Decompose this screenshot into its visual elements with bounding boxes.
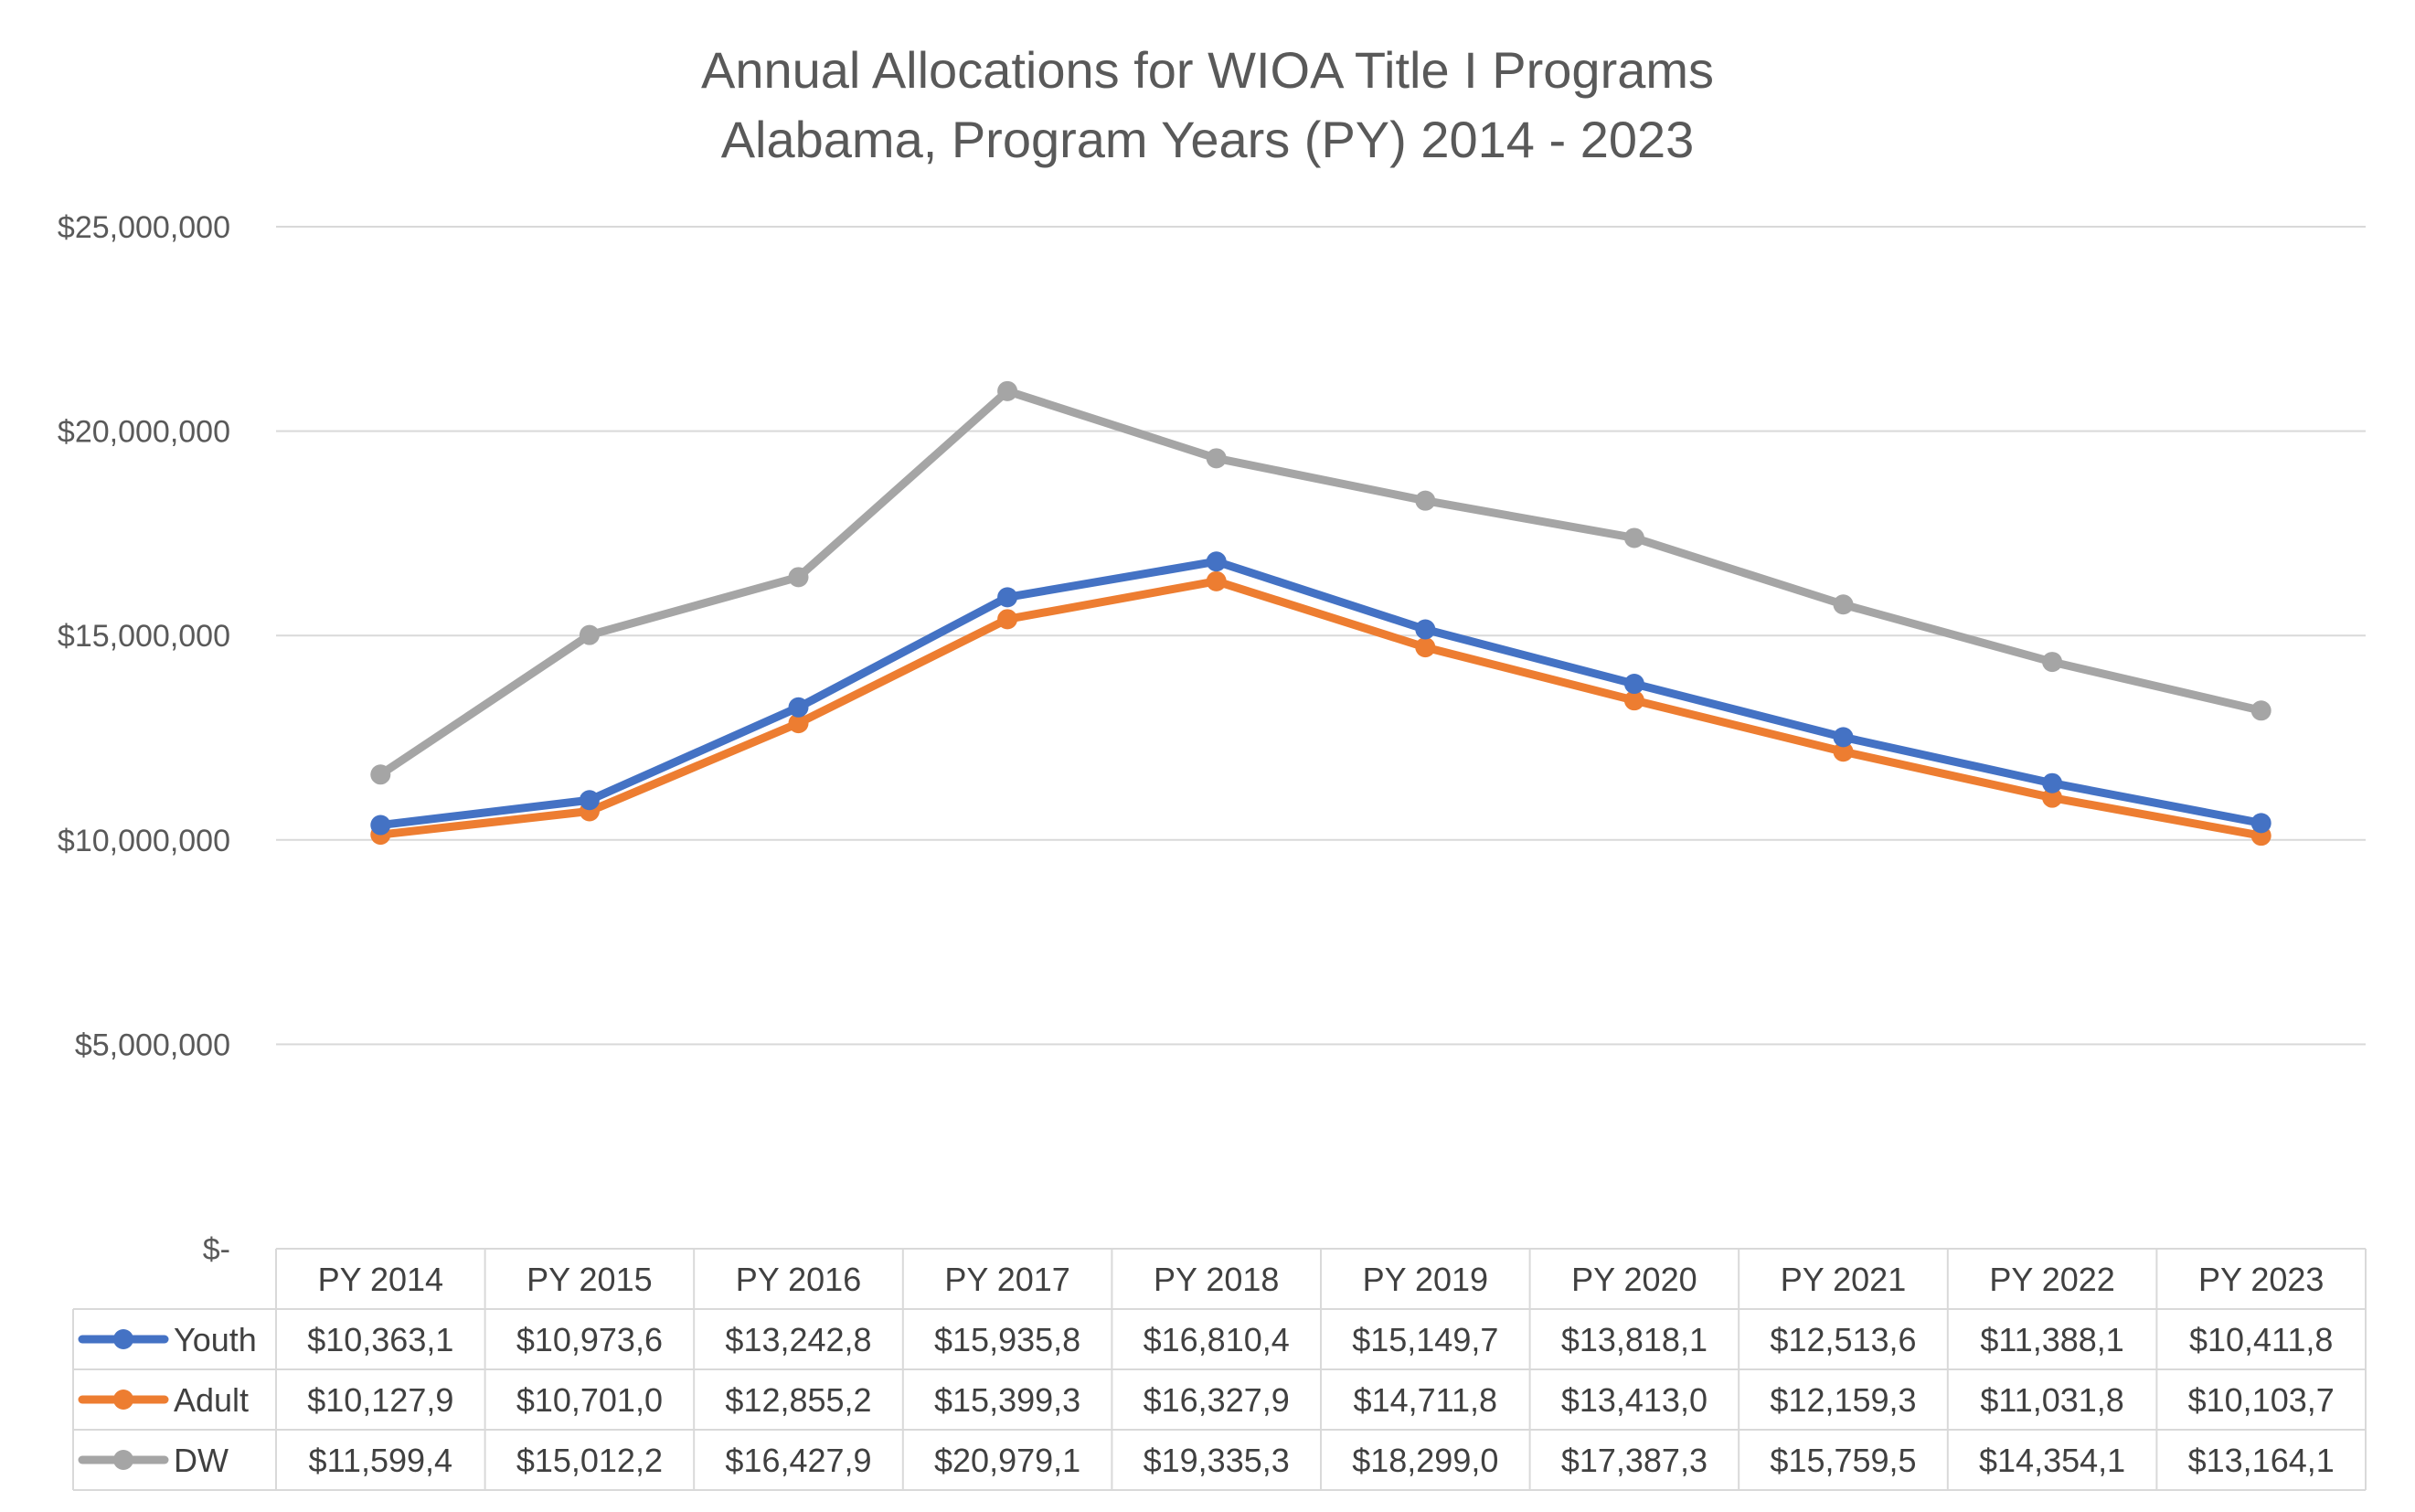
y-tick-label: $- — [203, 1232, 230, 1267]
legend-label: Youth — [174, 1321, 257, 1358]
data-point-adult — [2042, 787, 2063, 808]
table-cell-value: $15,399,3 — [934, 1381, 1080, 1419]
data-point-youth — [997, 587, 1018, 608]
data-point-dw — [1833, 594, 1854, 615]
table-cell-value: $10,411,8 — [2189, 1321, 2333, 1358]
legend-key-marker — [113, 1329, 133, 1349]
data-point-adult — [788, 713, 809, 734]
table-cell-value: $17,387,3 — [1561, 1442, 1708, 1479]
x-tick-label: PY 2015 — [527, 1261, 652, 1298]
data-point-youth — [788, 697, 809, 718]
x-tick-label: PY 2022 — [1989, 1261, 2114, 1298]
data-point-adult — [1415, 637, 1436, 658]
data-point-adult — [1206, 570, 1227, 591]
data-point-youth — [1623, 674, 1644, 695]
table-cell-value: $20,979,1 — [934, 1442, 1080, 1479]
data-point-dw — [370, 764, 391, 785]
table-cell-value: $14,354,1 — [1979, 1442, 2125, 1479]
data-point-adult — [997, 609, 1018, 630]
table-cell-value: $13,164,1 — [2188, 1442, 2335, 1479]
y-axis-ticks: $- $5,000,000 $10,000,000 $15,000,000 $20,00… — [58, 210, 230, 1267]
data-point-youth — [1415, 619, 1436, 640]
legend-key-marker — [113, 1390, 133, 1410]
series-lines — [370, 380, 2271, 847]
data-point-dw — [997, 380, 1018, 401]
data-point-youth — [2042, 772, 2063, 793]
x-tick-label: PY 2016 — [736, 1261, 861, 1298]
chart-subtitle: Alabama, Program Years (PY) 2014 - 2023 — [721, 111, 1695, 168]
table-cell-value: $16,427,9 — [725, 1442, 871, 1479]
y-tick-label: $15,000,000 — [58, 619, 230, 654]
chart-title: Annual Allocations for WIOA Title I Prog… — [701, 41, 1714, 99]
data-point-youth — [370, 815, 391, 836]
data-point-youth — [1206, 551, 1227, 572]
x-tick-label: PY 2021 — [1781, 1261, 1906, 1298]
x-tick-label: PY 2017 — [944, 1261, 1069, 1298]
data-point-dw — [2250, 700, 2271, 721]
table-cell-value: $10,701,0 — [516, 1381, 663, 1419]
data-table: PY 2014 PY 2015 PY 2016 PY 2017 PY 2018 PY 20… — [72, 1248, 2367, 1491]
table-cell-value: $13,413,0 — [1561, 1381, 1708, 1419]
x-tick-label: PY 2018 — [1154, 1261, 1279, 1298]
data-point-youth — [2250, 813, 2271, 834]
table-cell-value: $16,810,4 — [1144, 1321, 1290, 1358]
table-cell-value: $15,149,7 — [1352, 1321, 1498, 1358]
y-tick-label: $20,000,000 — [58, 415, 230, 450]
y-tick-label: $5,000,000 — [75, 1028, 230, 1062]
table-cell-value: $15,935,8 — [934, 1321, 1080, 1358]
legend-label: Adult — [174, 1381, 249, 1419]
table-cell-value: $12,159,3 — [1770, 1381, 1916, 1419]
series-line-youth — [376, 557, 2266, 830]
x-tick-label: PY 2014 — [318, 1261, 443, 1298]
x-tick-label: PY 2019 — [1363, 1261, 1488, 1298]
series-line-adult — [376, 577, 2266, 840]
table-cell-value: $13,242,8 — [725, 1321, 871, 1358]
table-cell-value: $12,855,2 — [725, 1381, 871, 1419]
legend-label: DW — [174, 1442, 229, 1479]
legend-key-marker — [113, 1450, 133, 1470]
table-cell-value: $19,335,3 — [1144, 1442, 1290, 1479]
x-tick-label: PY 2020 — [1571, 1261, 1697, 1298]
series-line-dw — [376, 387, 2266, 779]
y-tick-label: $25,000,000 — [58, 210, 230, 245]
table-cell-value: $10,973,6 — [516, 1321, 663, 1358]
data-point-youth — [1833, 727, 1854, 748]
y-tick-label: $10,000,000 — [58, 824, 230, 858]
data-point-dw — [1415, 490, 1436, 511]
table-cell-value: $14,711,8 — [1354, 1381, 1497, 1419]
table-cell-value: $10,363,1 — [307, 1321, 453, 1358]
table-cell-value: $15,759,5 — [1770, 1442, 1916, 1479]
table-cell-value: $10,127,9 — [307, 1381, 453, 1419]
table-cell-value: $16,327,9 — [1144, 1381, 1290, 1419]
data-point-youth — [579, 790, 600, 811]
x-tick-label: PY 2023 — [2198, 1261, 2324, 1298]
data-point-dw — [788, 567, 809, 588]
table-cell-value: $12,513,6 — [1770, 1321, 1916, 1358]
gridlines — [276, 226, 2366, 1046]
table-cell-value: $11,599,4 — [309, 1442, 452, 1479]
table-cell-value: $13,818,1 — [1561, 1321, 1708, 1358]
data-point-adult — [1833, 741, 1854, 762]
data-point-dw — [1206, 448, 1227, 469]
table-cell-value: $11,388,1 — [1980, 1321, 2123, 1358]
data-point-adult — [1623, 690, 1644, 711]
data-point-dw — [2042, 652, 2063, 673]
table-cell-value: $15,012,2 — [516, 1442, 663, 1479]
data-point-dw — [1623, 527, 1644, 548]
table-cell-value: $10,103,7 — [2188, 1381, 2335, 1419]
table-cell-value: $18,299,0 — [1352, 1442, 1498, 1479]
table-cell-value: $11,031,8 — [1980, 1381, 2123, 1419]
data-point-dw — [579, 624, 600, 645]
